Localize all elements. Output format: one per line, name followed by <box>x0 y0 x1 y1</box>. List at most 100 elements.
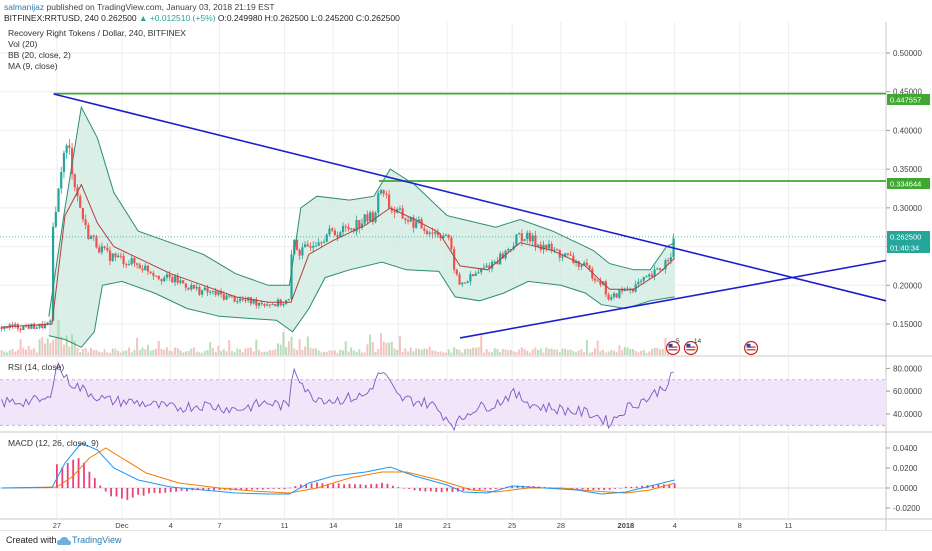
candle-body <box>444 234 448 236</box>
volume-bar <box>344 341 347 355</box>
tradingview-brand[interactable]: TradingView <box>72 535 122 545</box>
volume-bar <box>507 350 510 355</box>
volume-bar <box>594 348 597 355</box>
volume-bar <box>293 348 296 355</box>
us-flag-stripe <box>746 349 756 351</box>
volume-bar <box>604 352 607 355</box>
drawings[interactable] <box>53 92 887 339</box>
volume-bar <box>19 339 22 355</box>
volume-bar <box>450 352 453 355</box>
candle-body <box>477 272 480 274</box>
macd-histogram-bar <box>603 488 606 491</box>
candle-body <box>471 274 475 276</box>
volume-bar <box>255 339 258 355</box>
candle-body <box>73 174 76 188</box>
candle-body <box>133 258 136 264</box>
macd-pane[interactable] <box>0 433 886 518</box>
volume-legend[interactable]: Vol (20) <box>8 39 37 49</box>
volume-bar <box>76 347 79 355</box>
candle-body <box>545 244 548 249</box>
candle-body <box>65 145 68 153</box>
macd-histogram-bar <box>294 486 297 488</box>
volume-bar <box>125 350 128 355</box>
price-pane[interactable] <box>0 22 886 355</box>
macd-histogram-bar <box>375 483 378 488</box>
candle-body <box>417 219 420 222</box>
volume-bar <box>290 336 293 355</box>
macd-legend[interactable]: MACD (12, 26, close, 9) <box>8 438 99 448</box>
candle-body <box>642 277 645 281</box>
price-axis-label: 0.20000 <box>893 281 922 290</box>
candle-body <box>163 277 166 282</box>
candle-body <box>171 277 174 283</box>
volume-bar <box>11 349 14 355</box>
chart-canvas[interactable]: 0.500000.450000.400000.350000.300000.250… <box>0 22 932 530</box>
volume-bar <box>659 349 662 355</box>
candle-body <box>219 291 223 295</box>
volume-bar <box>157 340 160 355</box>
event-flags[interactable]: 5 14 <box>665 338 759 356</box>
volume-bar <box>352 350 355 355</box>
ma-legend[interactable]: MA (9, close) <box>8 61 58 71</box>
candle-body <box>409 217 412 222</box>
volume-bar <box>287 341 290 355</box>
volume-bar <box>491 352 494 355</box>
volume-bar <box>331 350 334 355</box>
volume-bar <box>564 348 567 355</box>
event-count-label: 5 <box>676 338 680 345</box>
volume-bar <box>553 349 556 355</box>
volume-bar <box>211 348 214 355</box>
volume-bar <box>415 348 418 355</box>
candle-body <box>474 273 477 276</box>
macd-histogram-bar <box>326 483 329 488</box>
created-with-label: Created with <box>6 535 57 545</box>
volume-bar <box>382 341 385 355</box>
candle-body <box>347 226 350 230</box>
macd-histogram-bar <box>624 486 627 488</box>
macd-histogram-bar <box>473 488 476 491</box>
price-axis-label: 0.50000 <box>893 49 922 58</box>
candle-body <box>290 254 293 300</box>
macd-histogram-bar <box>451 488 454 493</box>
volume-bar <box>144 349 147 355</box>
candle-body <box>43 323 47 328</box>
macd-line <box>1 442 675 495</box>
candle-body <box>629 289 632 291</box>
volume-bar <box>339 349 342 355</box>
candle-body <box>553 249 556 251</box>
volume-bar <box>22 347 25 355</box>
volume-bar <box>149 350 152 355</box>
volume-bar <box>127 347 130 355</box>
candle-body <box>658 268 662 270</box>
candle-body <box>14 324 17 327</box>
candle-body <box>41 323 44 328</box>
volume-bar <box>317 350 320 355</box>
macd-histogram-bar <box>121 488 123 499</box>
volume-bar <box>106 352 109 355</box>
volume-bar <box>369 334 372 355</box>
candle-body <box>415 221 418 228</box>
candle-body <box>24 325 28 327</box>
volume-bar <box>236 348 239 355</box>
volume-bar <box>409 347 412 355</box>
candle-body <box>282 303 285 306</box>
us-flag-stripe <box>686 346 696 348</box>
macd-histogram-bar <box>316 482 318 488</box>
candle-body <box>648 274 651 277</box>
bollinger-legend[interactable]: BB (20, close, 2) <box>8 50 71 60</box>
macd-axis-label: 0.0200 <box>893 464 918 473</box>
volume-bar <box>30 349 33 355</box>
candle-body <box>295 239 299 250</box>
macd-histogram-bar <box>126 488 129 500</box>
macd-histogram-bar <box>77 458 80 488</box>
macd-histogram-bar <box>72 459 75 488</box>
candle-body <box>404 218 407 221</box>
time-axis-label: 25 <box>508 521 516 530</box>
candle-body <box>317 242 320 246</box>
author-link[interactable]: salmanijaz <box>4 2 45 12</box>
volume-bar <box>0 350 3 355</box>
candle-body <box>423 228 426 231</box>
candle-body <box>653 269 656 277</box>
rsi-legend[interactable]: RSI (14, close) <box>8 362 64 372</box>
candle-body <box>374 212 377 223</box>
